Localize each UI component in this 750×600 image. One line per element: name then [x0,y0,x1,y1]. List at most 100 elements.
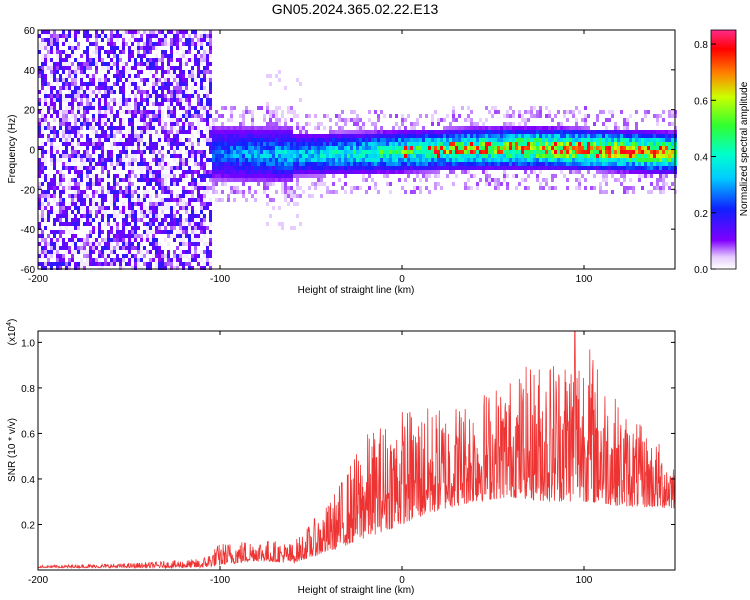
spectrogram-cell [563,146,566,150]
spectrogram-cell [152,90,155,94]
spectrogram-cell [173,218,176,222]
spectrogram-cell [656,186,659,190]
spectrogram-cell [113,194,116,198]
spectrogram-cell [104,98,107,102]
spectrogram-cell [242,162,245,166]
spectrogram-cell [41,150,44,154]
spectrogram-cell [614,142,617,146]
spectrogram-cell [416,142,419,146]
spectrogram-cell [59,110,62,114]
spectrogram-cell [77,182,80,186]
spectrogram-cell [278,162,281,166]
spectrogram-cell [110,166,113,170]
spectrogram-cell [152,30,155,34]
spectrogram-cell [38,34,41,38]
spectrogram-cell [530,166,533,170]
spectrogram-cell [122,62,125,66]
spectrogram-cell [446,150,449,154]
spectrogram-cell [491,138,494,142]
spectrogram-cell [71,150,74,154]
spectrogram-cell [134,254,137,258]
spectrogram-cell [149,218,152,222]
spectrogram-cell [158,82,161,86]
spectrogram-cell [80,182,83,186]
spectrogram-cell [68,30,71,34]
spectrogram-cell [197,154,200,158]
spectrogram-cell [608,134,611,138]
spectrogram-cell [65,218,68,222]
spectrogram-cell [281,162,284,166]
spectrogram-cell [89,58,92,62]
spectrogram-cell [152,102,155,106]
spectrogram-cell [161,230,164,234]
spectrogram-cell [299,82,302,86]
spectrogram-cell [164,218,167,222]
spectrogram-cell [89,126,92,130]
x-tick-label: 100 [576,575,593,586]
spectrogram-cell [416,134,419,138]
spectrogram-cell [113,222,116,226]
spectrogram-cell [311,182,314,186]
spectrogram-cell [578,182,581,186]
spectrogram-cell [284,174,287,178]
spectrogram-cell [203,30,206,34]
spectrogram-cell [146,94,149,98]
spectrogram-cell [506,150,509,154]
spectrogram-cell [71,166,74,170]
spectrogram-cell [362,126,365,130]
spectrogram-cell [269,114,272,118]
spectrogram-cell [356,126,359,130]
spectrogram-cell [149,198,152,202]
spectrogram-cell [128,82,131,86]
spectrogram-cell [488,174,491,178]
spectrogram-cell [92,202,95,206]
spectrogram-cell [650,150,653,154]
spectrogram-cell [389,182,392,186]
spectrogram-cell [161,110,164,114]
spectrogram-cell [173,154,176,158]
spectrogram-cell [53,246,56,250]
spectrogram-cell [227,130,230,134]
spectrogram-cell [206,142,209,146]
spectrogram-cell [506,182,509,186]
spectrogram-cell [266,162,269,166]
spectrogram-cell [497,166,500,170]
spectrogram-cell [53,138,56,142]
spectrogram-cell [101,146,104,150]
spectrogram-cell [47,194,50,198]
spectrogram-cell [641,150,644,154]
spectrogram-cell [59,246,62,250]
spectrogram-cell [71,186,74,190]
spectrogram-cell [467,158,470,162]
spectrogram-cell [50,66,53,70]
spectrogram-cell [440,166,443,170]
spectrogram-cell [92,190,95,194]
spectrogram-cell [284,134,287,138]
spectrogram-cell [665,166,668,170]
spectrogram-cell [50,98,53,102]
spectrogram-cell [116,46,119,50]
spectrogram-cell [134,214,137,218]
spectrogram-cell [344,146,347,150]
spectrogram-cell [122,238,125,242]
spectrogram-cell [635,166,638,170]
spectrogram-cell [176,146,179,150]
spectrogram-cell [98,58,101,62]
spectrogram-cell [281,110,284,114]
spectrogram-cell [128,158,131,162]
spectrogram-cell [68,102,71,106]
spectrogram-cell [92,126,95,130]
spectrogram-cell [173,250,176,254]
spectrogram-cell [242,122,245,126]
spectrogram-cell [92,162,95,166]
spectrogram-cell [350,110,353,114]
spectrogram-cell [197,214,200,218]
spectrogram-cell [107,66,110,70]
spectrogram-cell [662,178,665,182]
spectrogram-cell [74,70,77,74]
spectrogram-cell [278,154,281,158]
spectrogram-cell [158,250,161,254]
spectrogram-cell [197,74,200,78]
spectrogram-cell [638,170,641,174]
spectrogram-cell [491,142,494,146]
